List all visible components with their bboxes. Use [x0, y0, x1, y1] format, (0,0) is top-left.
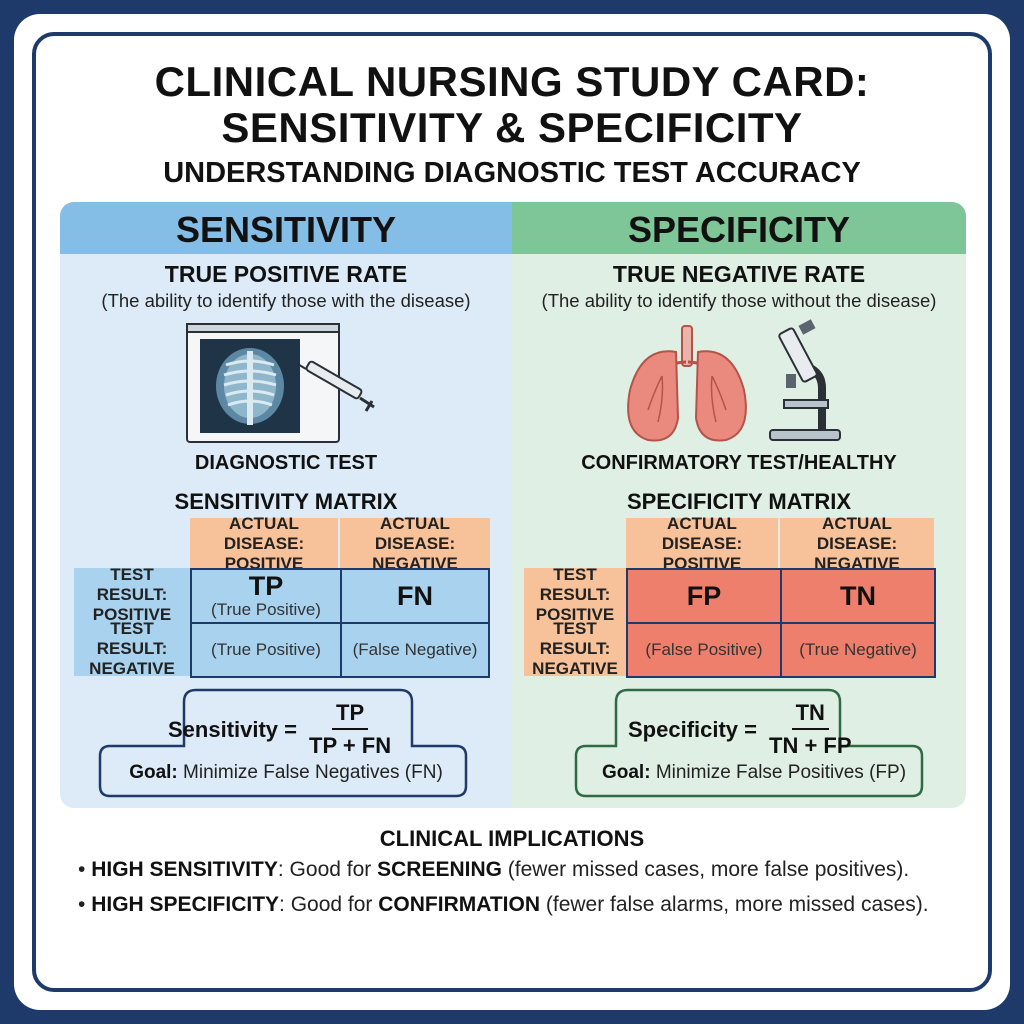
implication-term: HIGH SPECIFICITY: [91, 893, 280, 916]
sensitivity-illustration-caption: DIAGNOSTIC TEST: [194, 452, 378, 474]
goal-text: Minimize False Negatives (FN): [183, 762, 443, 783]
specificity-goal: Goal: Minimize False Positives (FP): [574, 762, 934, 784]
sens-row-header-negative: TEST RESULT: NEGATIVE: [74, 619, 190, 678]
formula-denominator: TP + FN: [309, 733, 392, 758]
formula-denominator: TN + FP: [769, 733, 852, 758]
implications-title: CLINICAL IMPLICATIONS: [379, 826, 645, 851]
sens-col-header-positive: ACTUAL DISEASE: POSITIVE: [190, 514, 338, 573]
cell-abbr: FP: [686, 581, 722, 611]
formula-label: Sensitivity =: [168, 716, 298, 742]
title-line-2: SENSITIVITY & SPECIFICITY: [221, 104, 803, 151]
cell-text: (True Negative): [799, 640, 917, 659]
implication-mid: : Good for: [277, 858, 378, 881]
spec-row-header-negative: TEST RESULT: NEGATIVE: [524, 619, 626, 678]
syringe-icon: [295, 360, 375, 412]
cell-abbr: FN: [397, 581, 433, 611]
spec-row-header-positive: TEST RESULT: POSITIVE: [524, 565, 626, 624]
specificity-illustration-caption: CONFIRMATORY TEST/HEALTHY: [581, 452, 897, 474]
formula-label: Specificity =: [628, 716, 758, 742]
bullet-icon: •: [78, 893, 92, 916]
sens-row-header-positive: TEST RESULT: POSITIVE: [74, 565, 190, 624]
goal-text: Minimize False Positives (FP): [655, 762, 907, 783]
sensitivity-rate: TRUE POSITIVE RATE: [164, 261, 408, 287]
implication-rest: (fewer missed cases, more false positive…: [501, 858, 910, 881]
sensitivity-formula-box: [98, 688, 468, 798]
sens-cell-bottom-right: (False Negative): [340, 622, 490, 678]
cell-abbr: TN: [840, 581, 876, 611]
specificity-formula-box: [574, 688, 924, 798]
lungs-icon: [627, 325, 747, 442]
specificity-panel: SPECIFICITY TRUE NEGATIVE RATE (The abil…: [512, 202, 966, 808]
implication-rest: (fewer false alarms, more missed cases).: [540, 893, 929, 916]
title-line-1: CLINICAL NURSING STUDY CARD:: [154, 58, 870, 105]
implication-keyword: CONFIRMATION: [378, 893, 541, 916]
specificity-heading: SPECIFICITY: [512, 202, 966, 254]
goal-label: Goal:: [129, 762, 178, 783]
cell-text: (True Positive): [211, 600, 321, 619]
xray-monitor-icon: [186, 323, 375, 443]
implication-keyword: SCREENING: [377, 858, 502, 881]
cell-text: (False Negative): [352, 640, 478, 659]
spec-cell-bottom-right: (True Negative): [780, 622, 936, 678]
cell-text: (False Positive): [645, 640, 763, 659]
sens-cell-tp: TP (True Positive): [190, 568, 342, 624]
formula-numerator: TN: [791, 700, 829, 730]
sensitivity-panel: SENSITIVITY TRUE POSITIVE RATE (The abil…: [60, 202, 512, 808]
cell-text: (True Positive): [211, 640, 321, 659]
sens-cell-fn: FN: [340, 568, 490, 624]
subtitle: UNDERSTANDING DIAGNOSTIC TEST ACCURACY: [163, 157, 861, 189]
specificity-rate: TRUE NEGATIVE RATE: [612, 261, 866, 287]
bullet-icon: •: [78, 858, 92, 881]
cell-abbr: TP: [248, 571, 284, 601]
sensitivity-formula: Sensitivity = TP TP + FN: [168, 700, 391, 759]
sensitivity-goal: Goal: Minimize False Negatives (FN): [100, 762, 472, 784]
specificity-description: (The ability to identify those without t…: [541, 290, 937, 311]
formula-numerator: TP: [332, 700, 369, 730]
sensitivity-heading: SENSITIVITY: [60, 202, 512, 254]
spec-cell-fp: FP: [626, 568, 782, 624]
microscope-icon: [769, 319, 841, 441]
implication-mid: : Good for: [279, 893, 379, 916]
implication-item: • HIGH SENSITIVITY: Good for SCREENING (…: [78, 858, 909, 882]
spec-cell-bottom-left: (False Positive): [626, 622, 782, 678]
specificity-formula: Specificity = TN TN + FP: [628, 700, 852, 759]
implication-item: • HIGH SPECIFICITY: Good for CONFIRMATIO…: [78, 893, 929, 917]
spec-col-header-positive: ACTUAL DISEASE: POSITIVE: [626, 514, 778, 573]
sens-col-header-negative: ACTUAL DISEASE: NEGATIVE: [340, 514, 490, 573]
implication-term: HIGH SENSITIVITY: [91, 858, 278, 881]
goal-label: Goal:: [601, 762, 651, 783]
sensitivity-description: (The ability to identify those with the …: [101, 290, 471, 311]
spec-cell-tn: TN: [780, 568, 936, 624]
sensitivity-matrix-title: SENSITIVITY MATRIX: [174, 489, 398, 514]
spec-col-header-negative: ACTUAL DISEASE: NEGATIVE: [780, 514, 934, 573]
specificity-matrix-title: SPECIFICITY MATRIX: [626, 489, 852, 514]
sens-cell-bottom-left: (True Positive): [190, 622, 342, 678]
